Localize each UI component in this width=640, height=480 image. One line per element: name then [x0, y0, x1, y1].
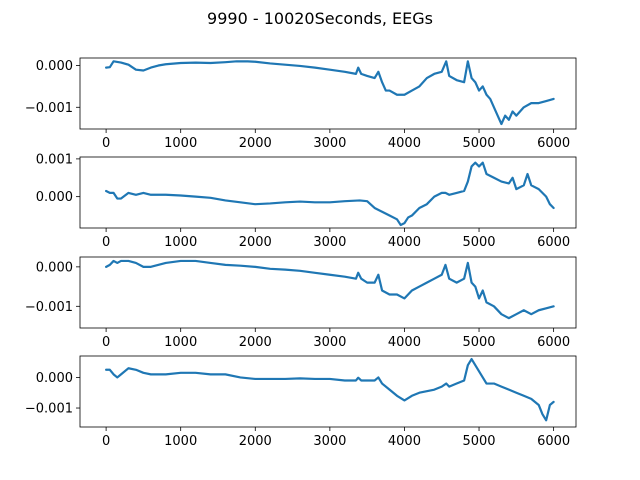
- x-tick-label: 5000: [462, 235, 495, 250]
- y-tick-label: −0.001: [25, 402, 73, 417]
- y-tick-label: 0.000: [36, 371, 73, 386]
- y-tick-label: 0.000: [36, 59, 73, 74]
- axes-frame: [79, 156, 577, 229]
- subplot-2: 0 1000 2000 3000 4000 5000 6000 0.001 0.000: [36, 152, 577, 250]
- y-tick-label: −0.001: [25, 101, 73, 116]
- x-tick-label: 6000: [537, 335, 570, 350]
- subplot-4: 0 1000 2000 3000 4000 5000 6000 0.000 −0.001: [25, 355, 577, 449]
- eeg-series-1-line: [105, 60, 555, 126]
- x-tick-label: 3000: [313, 335, 346, 350]
- x-tick-label: 5000: [462, 335, 495, 350]
- figure-title: 9990 - 10020Seconds, EEGs: [207, 9, 433, 28]
- x-tick-label: 3000: [313, 235, 346, 250]
- x-tick-label: 2000: [239, 434, 272, 449]
- x-tick-label: 6000: [537, 235, 570, 250]
- x-tick-label: 3000: [313, 434, 346, 449]
- x-tick-label: 6000: [537, 434, 570, 449]
- eeg-series-3-line: [105, 259, 555, 320]
- x-tick-label: 1000: [164, 235, 197, 250]
- axes-frame: [79, 57, 577, 130]
- x-tick-label: 1000: [164, 335, 197, 350]
- x-tick-label: 0: [102, 136, 110, 151]
- subplot-1: 0 1000 2000 3000 4000 5000 6000 0.000 −0.001: [25, 57, 577, 151]
- x-tick-label: 0: [102, 235, 110, 250]
- subplot-3: 0 1000 2000 3000 4000 5000 6000 0.000 −0.001: [25, 256, 577, 350]
- x-tick-label: 1000: [164, 434, 197, 449]
- eeg-series-4-line: [105, 357, 555, 422]
- x-tick-label: 4000: [388, 434, 421, 449]
- x-tick-label: 0: [102, 434, 110, 449]
- y-tick-label: −0.001: [25, 300, 73, 315]
- subplots: 0 1000 2000 3000 4000 5000 6000 0.000 −0.001 0 100…: [25, 57, 577, 449]
- x-tick-label: 5000: [462, 434, 495, 449]
- x-tick-label: 2000: [239, 235, 272, 250]
- x-tick-label: 3000: [313, 136, 346, 151]
- x-tick-label: 4000: [388, 335, 421, 350]
- eeg-series-2-line: [105, 161, 555, 227]
- y-tick-label: 0.000: [36, 190, 73, 205]
- y-tick-label: 0.001: [36, 152, 73, 167]
- axes-frame: [79, 355, 577, 428]
- x-tick-label: 1000: [164, 136, 197, 151]
- x-tick-label: 4000: [388, 235, 421, 250]
- y-tick-label: 0.000: [36, 260, 73, 275]
- axes-frame: [79, 256, 577, 329]
- x-tick-label: 6000: [537, 136, 570, 151]
- x-tick-label: 5000: [462, 136, 495, 151]
- x-tick-label: 2000: [239, 335, 272, 350]
- x-tick-label: 0: [102, 335, 110, 350]
- x-tick-label: 2000: [239, 136, 272, 151]
- x-tick-label: 4000: [388, 136, 421, 151]
